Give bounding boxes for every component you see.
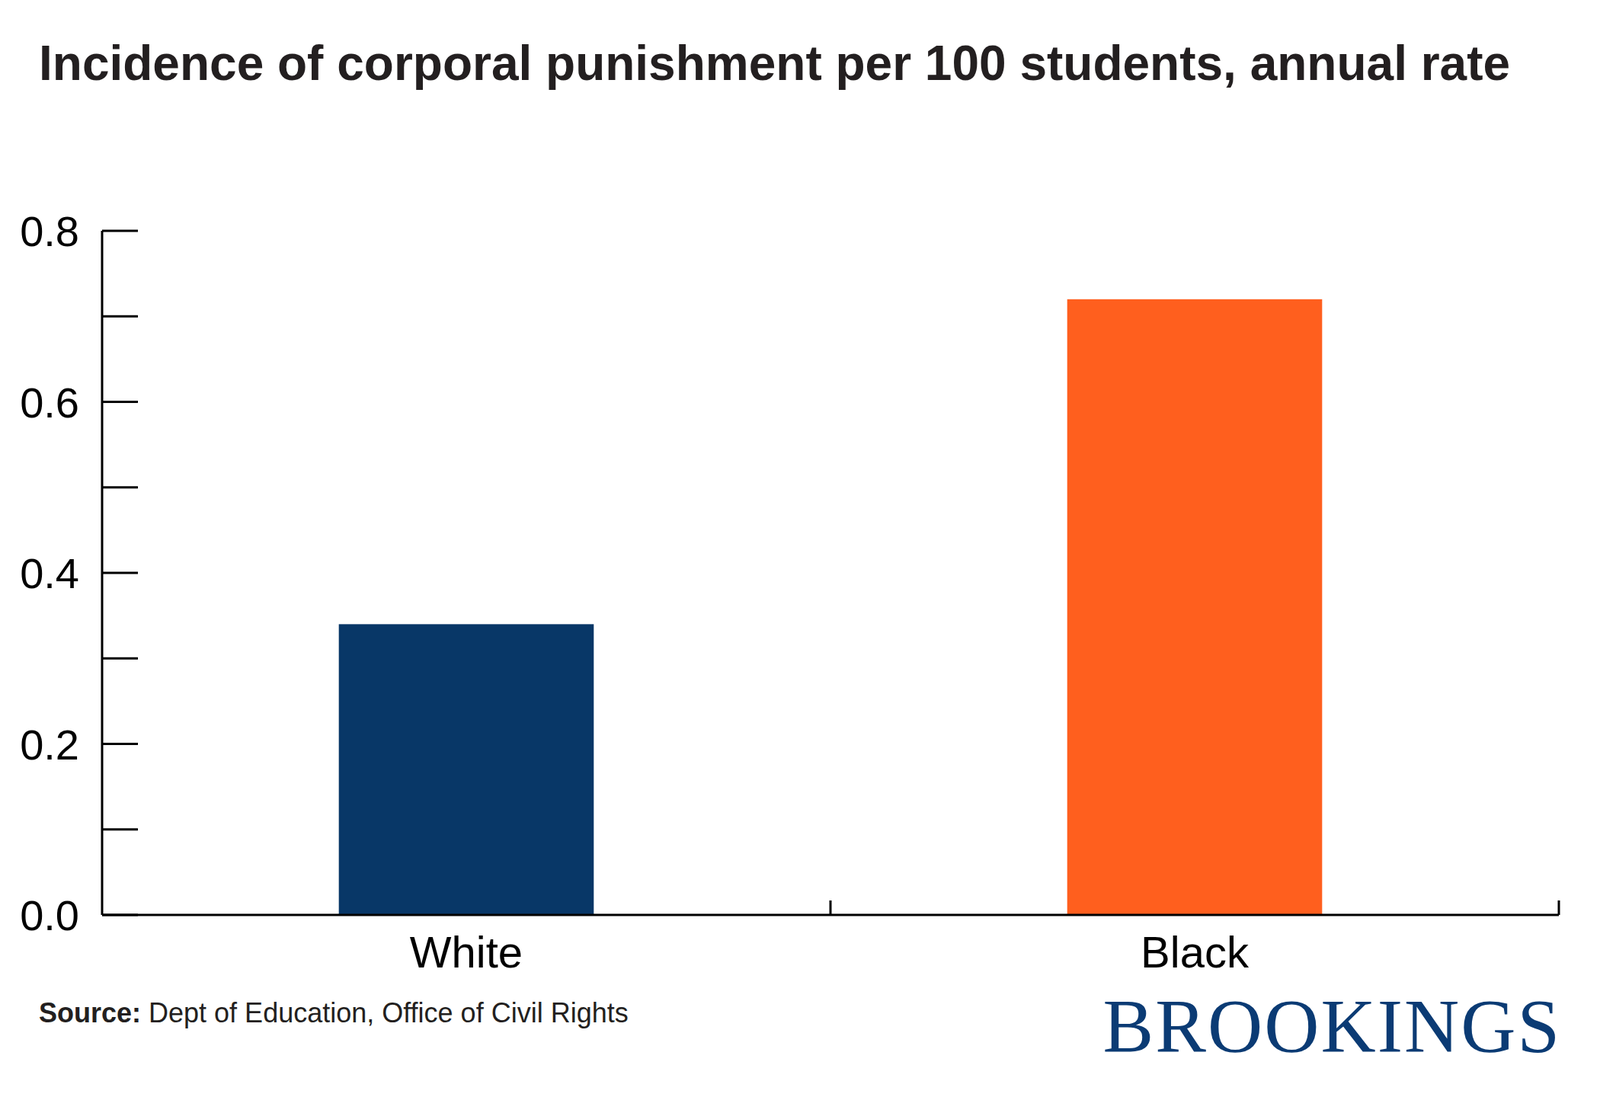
y-tick bbox=[102, 572, 138, 575]
y-tick bbox=[102, 230, 138, 233]
y-tick-label: 0.4 bbox=[19, 549, 80, 598]
chart: 0.0 0.2 0.4 0.6 0.8 White Black Source:Dept of … bbox=[0, 0, 1600, 1097]
x-tick-label: White bbox=[409, 927, 523, 977]
y-minor-tick bbox=[102, 315, 138, 318]
y-tick bbox=[102, 400, 138, 404]
title: Incidence of corporal punishment per 100… bbox=[38, 28, 1525, 98]
y-tick-label: 0.6 bbox=[19, 378, 80, 427]
y-tick-label: 0.8 bbox=[19, 207, 80, 256]
bar bbox=[339, 624, 595, 916]
source: Source:Dept of Education, Office of Civi… bbox=[38, 997, 629, 1029]
y-minor-tick bbox=[102, 486, 138, 489]
x-tick-label: Black bbox=[1140, 927, 1250, 977]
y-tick-label: 0.2 bbox=[19, 720, 80, 769]
bars bbox=[339, 299, 1323, 916]
source-text: Dept of Education, Office of Civil Right… bbox=[148, 997, 629, 1029]
x-tick bbox=[1558, 900, 1561, 916]
y-tick-label: 0.0 bbox=[19, 891, 80, 940]
logo: BROOKINGS bbox=[1103, 983, 1562, 1069]
source-label: Source: bbox=[38, 997, 141, 1029]
y-minor-tick bbox=[102, 828, 138, 831]
y-minor-tick bbox=[102, 657, 138, 660]
y-tick bbox=[102, 742, 138, 746]
bar bbox=[1067, 299, 1323, 916]
x-tick bbox=[829, 900, 832, 916]
